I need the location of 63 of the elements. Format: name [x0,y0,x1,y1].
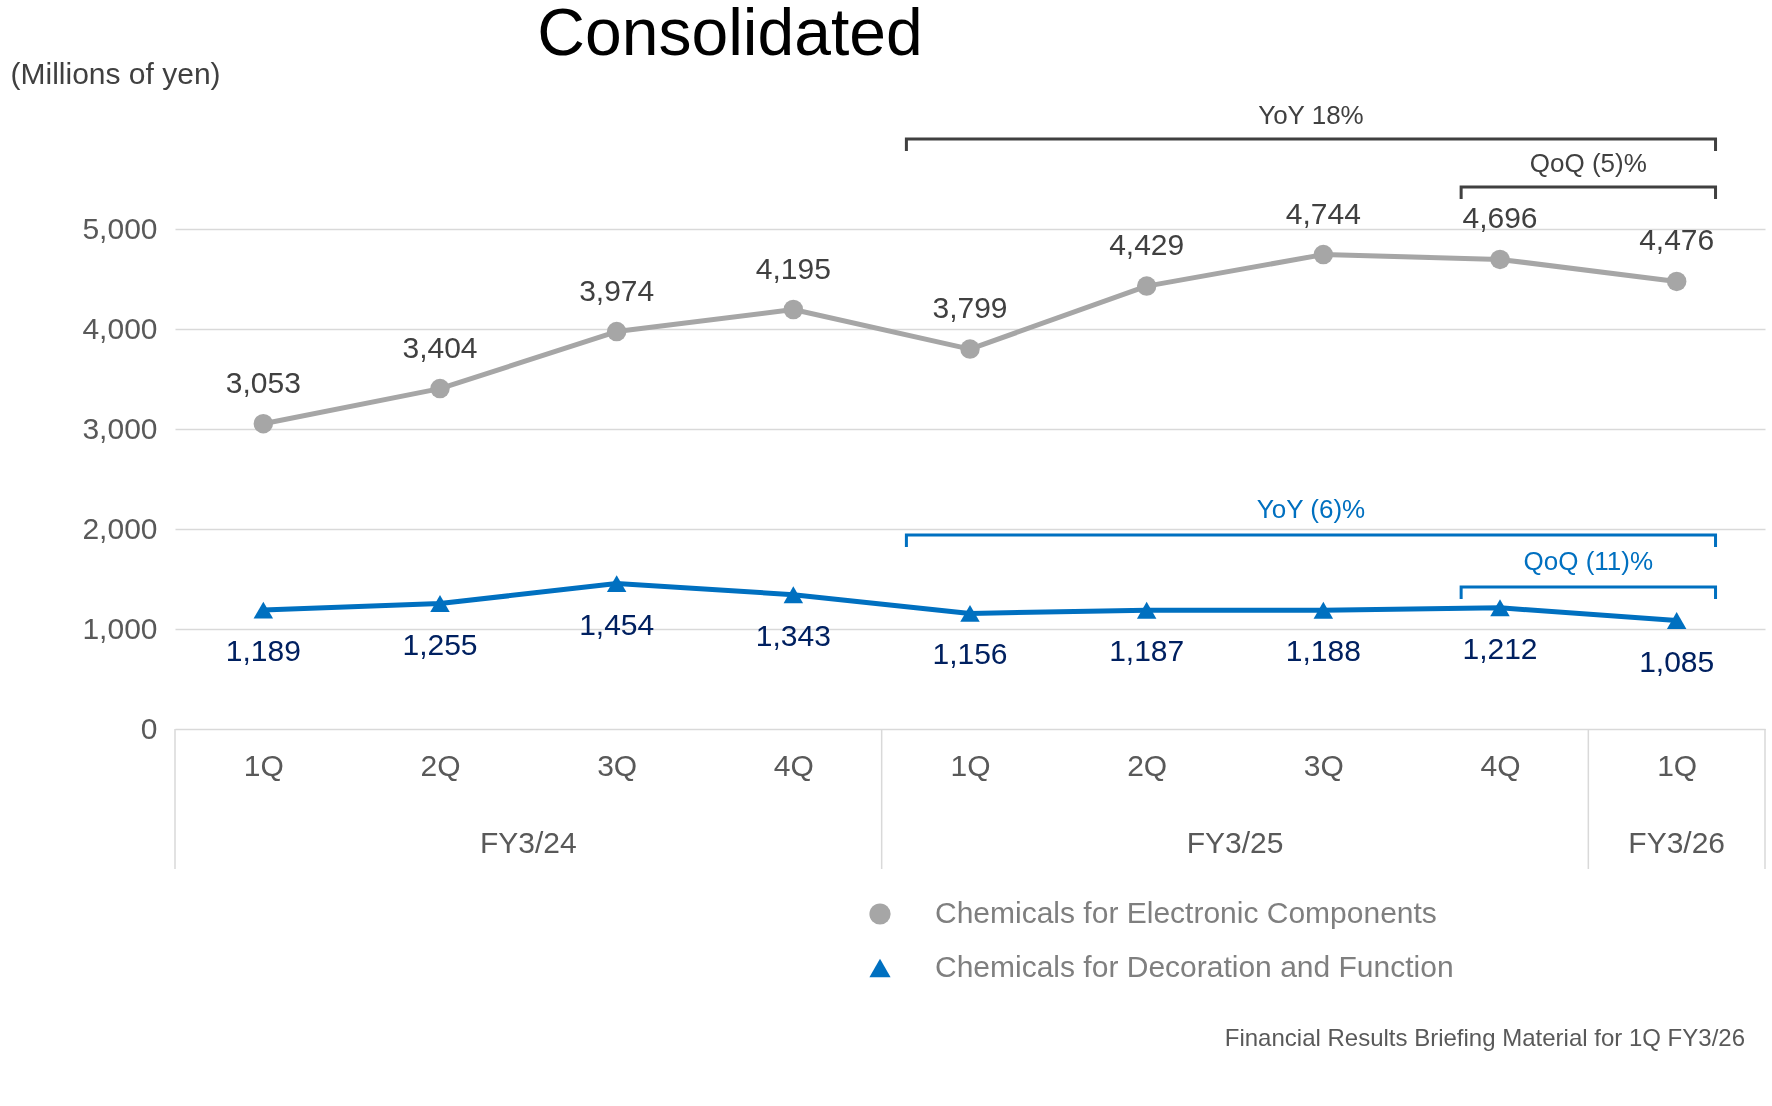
data-label: 3,053 [225,365,301,399]
legend-label: Chemicals for Decoration and Function [935,950,1454,983]
data-label: 1,187 [1109,634,1185,668]
x-tick-label: 2Q [1127,748,1168,782]
data-label: 3,974 [579,273,655,307]
data-label: 4,476 [1639,223,1715,257]
x-tick-label: 1Q [950,748,991,782]
x-tick-label: 1Q [1657,748,1698,782]
data-label: 1,454 [579,607,655,641]
point [1313,601,1334,619]
text: FY3/25 [1186,826,1284,859]
data-label: 4,429 [1109,228,1185,262]
point [1136,601,1157,619]
data-label: 3,799 [932,291,1008,325]
y-tick-label: 3,000 [82,411,158,445]
x-tick-label: 1Q [243,748,284,782]
text: QoQ (5)% [1529,148,1647,178]
annotation: YoY (6)% [1256,494,1366,524]
data-label: 1,156 [932,637,1008,671]
data-label: 1,255 [402,627,478,661]
data-label: 4,195 [755,251,831,285]
point [1666,612,1687,629]
text: FY3/24 [479,826,577,859]
legend-label: Chemicals for Electronic Components [935,896,1437,929]
y-axis-title: (Millions of yen) [10,56,221,90]
point [1666,271,1687,292]
point [606,321,627,342]
point [253,601,274,619]
y-tick-label: 5,000 [82,211,158,245]
y-tick-label: 0 [140,711,158,745]
x-tick-label: 4Q [1480,748,1521,782]
point [960,339,980,359]
annotation: QoQ (11)% [1523,546,1654,576]
data-label: 1,188 [1285,634,1361,668]
x-tick-label: 3Q [597,748,638,782]
data-label: 1,212 [1462,631,1538,665]
point [1490,599,1510,617]
data-label: 1,085 [1639,644,1715,678]
point [783,586,804,604]
data-label: 3,404 [402,330,478,364]
text: YoY 18% [1258,100,1364,130]
point [1490,249,1510,270]
data-label: 1,343 [755,618,831,652]
x-tick-label: 2Q [420,748,461,782]
x-tick-label: 3Q [1303,748,1344,782]
x-tick-label: 4Q [773,748,814,782]
y-tick-label: 1,000 [82,611,158,645]
y-tick-label: 2,000 [82,511,158,545]
text: Financial Results Briefing Material for 1Q FY3/26 [1224,1024,1745,1051]
point [253,413,274,434]
data-label: 4,744 [1285,196,1361,230]
point [430,378,450,399]
point [960,604,980,622]
point [606,575,627,593]
chart-title: Consolidated [537,0,923,69]
point [1136,276,1157,296]
point [430,595,450,612]
point [1313,244,1334,265]
text: FY3/26 [1628,826,1726,859]
data-label: 4,696 [1462,201,1538,235]
data-label: 1,189 [225,634,301,668]
y-tick-label: 4,000 [82,311,158,345]
point [783,299,804,320]
